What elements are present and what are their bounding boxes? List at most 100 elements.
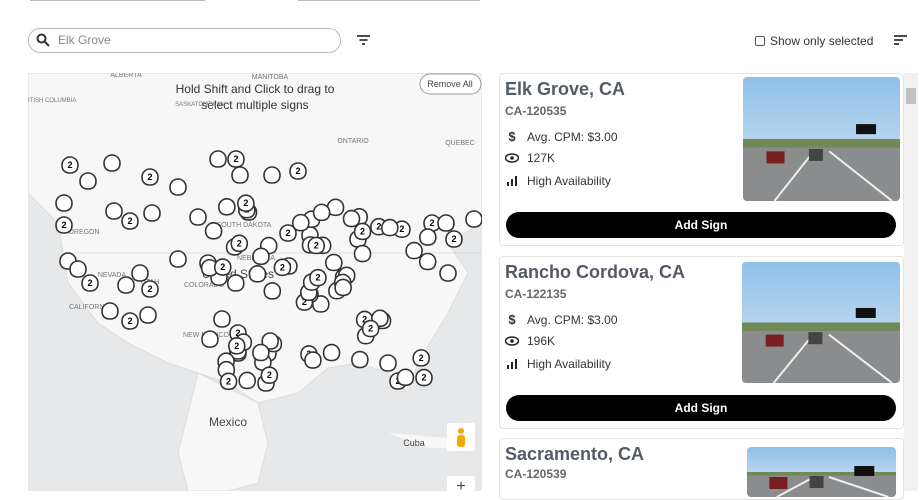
map-pin[interactable]: 2 [289, 162, 307, 180]
sign-impressions-text: 196K [527, 334, 556, 348]
map-pin[interactable]: 2 [415, 368, 433, 387]
map-pin[interactable] [342, 209, 361, 228]
cluster-count: 2 [220, 262, 225, 272]
map-pin[interactable] [117, 276, 135, 294]
map-pin[interactable] [396, 368, 415, 387]
map-pin[interactable] [169, 250, 187, 268]
map-pin[interactable]: 2 [121, 212, 139, 230]
map-pin[interactable] [139, 306, 157, 324]
map-pin[interactable]: 2 [237, 194, 255, 212]
map-pin[interactable]: 2 [213, 258, 232, 276]
map-pin[interactable]: 2 [445, 230, 463, 248]
map-pin[interactable] [238, 371, 256, 390]
map-pin[interactable]: 2 [55, 216, 73, 234]
map-label: Mexico [209, 415, 247, 429]
map-pin[interactable]: 2 [273, 258, 292, 277]
map-pin[interactable] [263, 282, 282, 300]
map-pin[interactable]: 2 [361, 319, 380, 338]
map-pin[interactable] [209, 150, 227, 168]
map-pin[interactable] [69, 260, 87, 278]
map-pin[interactable] [322, 343, 341, 362]
map-pin[interactable] [419, 228, 437, 246]
cluster-count: 2 [399, 224, 404, 234]
map-pin[interactable] [325, 253, 343, 272]
map-pin[interactable] [381, 218, 399, 237]
map-pin[interactable] [304, 351, 322, 369]
map-pin[interactable]: 2 [279, 224, 297, 242]
tab-line [298, 0, 480, 1]
map-pin[interactable] [252, 247, 270, 266]
sign-code: CA-120535 [505, 104, 567, 118]
map-pin[interactable] [143, 204, 161, 222]
map-pin[interactable] [169, 178, 187, 196]
map-pin[interactable] [79, 172, 97, 190]
checkbox[interactable] [755, 36, 765, 46]
map-pin[interactable]: 2 [230, 234, 249, 253]
pegman[interactable] [447, 423, 475, 451]
sign-card[interactable]: Elk Grove, CA CA-120535 $ Avg. CPM: $3.00 1… [499, 73, 904, 246]
map-pin[interactable] [379, 354, 397, 372]
cluster-count: 2 [127, 216, 132, 226]
map-pin[interactable]: 2 [260, 366, 279, 384]
sign-availability: High Availability [505, 357, 611, 371]
map-label: BRITISH COLUMBIA [28, 98, 76, 104]
map-pin[interactable] [351, 350, 369, 369]
map-pin[interactable]: 2 [412, 349, 430, 367]
cluster-count: 2 [315, 273, 320, 283]
map-pin[interactable] [405, 241, 423, 260]
sign-code: CA-122135 [505, 287, 567, 301]
add-sign-button[interactable]: Add Sign [506, 395, 896, 421]
map-pin[interactable] [248, 265, 267, 283]
map-pin[interactable] [418, 252, 437, 271]
map-pin[interactable] [353, 244, 372, 263]
cluster-count: 2 [147, 172, 152, 182]
map-pin[interactable]: 2 [81, 274, 99, 292]
add-sign-button[interactable]: Add Sign [506, 212, 896, 238]
zoom-in[interactable]: + [447, 476, 475, 491]
map-pin[interactable] [189, 208, 207, 226]
map-pin[interactable] [103, 154, 121, 172]
map-pin[interactable] [437, 214, 455, 232]
cluster-count: 2 [67, 160, 72, 170]
map-pin[interactable] [252, 343, 270, 362]
map-pin[interactable] [231, 166, 249, 184]
sign-card[interactable]: Sacramento, CA CA-120539 [499, 438, 904, 500]
map-pin[interactable] [55, 194, 73, 212]
map-pin[interactable] [105, 202, 123, 220]
map-pin[interactable] [226, 274, 245, 292]
map-pin[interactable]: 2 [219, 372, 238, 391]
filter-icon[interactable] [356, 34, 371, 46]
map-pin[interactable] [312, 203, 331, 222]
tab-line [30, 0, 205, 1]
map-pin[interactable] [101, 302, 119, 320]
map-pin[interactable]: 2 [227, 150, 245, 168]
map-pin[interactable]: 2 [61, 156, 79, 174]
map-pin[interactable]: 2 [307, 236, 326, 255]
map-pin[interactable] [263, 166, 281, 184]
map[interactable]: Hold Shift and Click to drag to select mu… [28, 73, 482, 491]
sort-icon[interactable] [894, 34, 908, 46]
search-box[interactable]: Elk Grove [28, 28, 341, 53]
map-pin[interactable] [201, 330, 219, 348]
map-pin[interactable] [204, 222, 223, 240]
map-pin[interactable] [465, 210, 482, 228]
cluster-count: 2 [237, 238, 242, 248]
map-pin[interactable]: 2 [227, 337, 246, 355]
map-pin[interactable] [291, 213, 310, 232]
map-pin[interactable]: 2 [121, 312, 139, 330]
cluster-count: 2 [280, 262, 285, 272]
remove-all[interactable]: Remove All [419, 73, 482, 95]
map-pin[interactable] [131, 264, 149, 282]
map-pin[interactable] [439, 264, 457, 282]
map-pin[interactable] [218, 198, 236, 216]
map-pin[interactable] [213, 310, 231, 328]
sign-card[interactable]: Rancho Cordova, CA CA-122135 $ Avg. CPM: $… [499, 256, 904, 429]
map-pin[interactable]: 2 [141, 280, 159, 298]
map-pin[interactable]: 2 [353, 222, 372, 241]
cluster-count: 2 [285, 228, 290, 238]
map-pin[interactable]: 2 [141, 168, 159, 186]
map-pin[interactable] [334, 278, 352, 297]
map-pin[interactable]: 2 [309, 268, 327, 287]
sign-impressions: 196K [505, 334, 555, 348]
show-selected[interactable]: Show only selected [755, 34, 873, 48]
